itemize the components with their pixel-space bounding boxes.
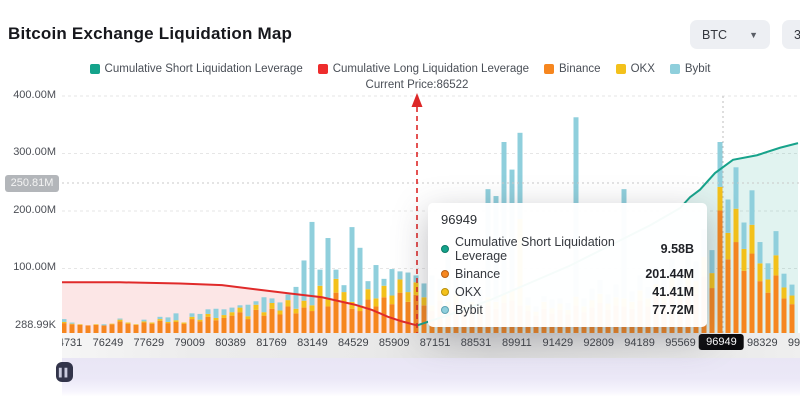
series-dot-icon [441, 245, 449, 253]
legend-label: Bybit [684, 63, 711, 75]
range-select-value: 30 [794, 27, 800, 42]
x-axis-label: 81769 [256, 337, 287, 349]
x-axis-label: 88531 [460, 337, 492, 349]
symbol-select[interactable]: BTC ▼ [690, 20, 770, 49]
tooltip-series-value: 41.41M [652, 285, 694, 299]
tooltip-series-value: 77.72M [652, 303, 694, 317]
x-axis-label: 77629 [133, 337, 165, 349]
tooltip-series-label: OKX [455, 285, 482, 299]
legend-label: Cumulative Long Liquidation Leverage [332, 63, 530, 75]
x-axis-label: 92809 [583, 337, 614, 349]
x-axis-label: 91429 [542, 337, 574, 349]
brush-handle[interactable]: ▌▌ [56, 362, 73, 382]
legend-swatch [89, 64, 100, 74]
legend-swatch [317, 64, 328, 74]
legend-item-cumulative-short-liquidation-leverage[interactable]: Cumulative Short Liquidation Leverage [89, 63, 303, 75]
y-axis-label: 300.00M [13, 146, 56, 158]
tooltip-series-value: 201.44M [645, 267, 694, 281]
x-axis-label: 87151 [419, 337, 451, 349]
x-axis-label: 74731 [62, 337, 83, 349]
legend-swatch [544, 64, 555, 74]
y-axis-label: 200.00M [13, 204, 56, 216]
tooltip-row: Binance 201.44M [441, 267, 694, 281]
x-axis-label: 99709 [787, 337, 800, 349]
legend-item-okx[interactable]: OKX [615, 63, 655, 75]
page-title: Bitcoin Exchange Liquidation Map [8, 24, 293, 43]
x-axis-label-active: 96949 [699, 334, 744, 350]
series-dot-icon [441, 288, 449, 296]
x-axis: 74731 76249 77629 79009 80389 81769 83149 84529… [62, 333, 800, 358]
legend-item-cumulative-long-liquidation-leverage[interactable]: Cumulative Long Liquidation Leverage [317, 63, 530, 75]
legend-label: OKX [630, 63, 655, 75]
y-axis-hover-badge: 250.81M [5, 175, 59, 192]
y-axis-label: 288.99K [15, 319, 56, 331]
x-axis-label: 84529 [338, 337, 369, 349]
x-axis-label: 94189 [624, 337, 655, 349]
chart-legend: Cumulative Short Liquidation Leverage Cum… [0, 63, 800, 75]
y-axis-label: 100.00M [13, 261, 56, 273]
legend-label: Binance [559, 63, 601, 75]
legend-swatch [669, 64, 680, 74]
legend-label: Cumulative Short Liquidation Leverage [104, 63, 303, 75]
zoom-brush-band[interactable]: ▌▌ [56, 358, 800, 396]
x-axis-label: 89911 [502, 337, 532, 349]
x-axis-label: 85909 [378, 337, 410, 349]
x-axis-label: 80389 [215, 337, 246, 349]
tooltip-series-label: Binance [455, 267, 501, 281]
tooltip-series-value: 9.58B [660, 242, 694, 256]
series-dot-icon [441, 306, 449, 314]
tooltip-row: OKX 41.41M [441, 285, 694, 299]
chart-tooltip: 96949 Cumulative Short Liquidation Lever… [428, 203, 707, 327]
legend-item-binance[interactable]: Binance [544, 63, 601, 75]
chevron-down-icon: ▼ [749, 29, 758, 40]
tooltip-title: 96949 [441, 212, 478, 227]
current-price-label: Current Price:86522 [365, 79, 469, 91]
x-axis-label: 76249 [92, 337, 124, 349]
tooltip-series-label: Cumulative Short Liquidation Leverage [455, 235, 615, 263]
x-axis-label: 98329 [747, 337, 778, 349]
tooltip-row: Bybit 77.72M [441, 303, 694, 317]
x-axis-label: 95569 [665, 337, 696, 349]
series-dot-icon [441, 270, 449, 278]
symbol-select-value: BTC [702, 27, 727, 42]
legend-item-bybit[interactable]: Bybit [669, 63, 711, 75]
tooltip-series-label: Bybit [455, 303, 483, 317]
tooltip-row: Cumulative Short Liquidation Leverage 9.5… [441, 235, 694, 263]
y-axis-label: 400.00M [13, 89, 56, 101]
range-select[interactable]: 30 [782, 20, 800, 49]
x-axis-label: 83149 [297, 337, 328, 349]
legend-swatch [615, 64, 626, 74]
x-axis-label: 79009 [174, 337, 205, 349]
